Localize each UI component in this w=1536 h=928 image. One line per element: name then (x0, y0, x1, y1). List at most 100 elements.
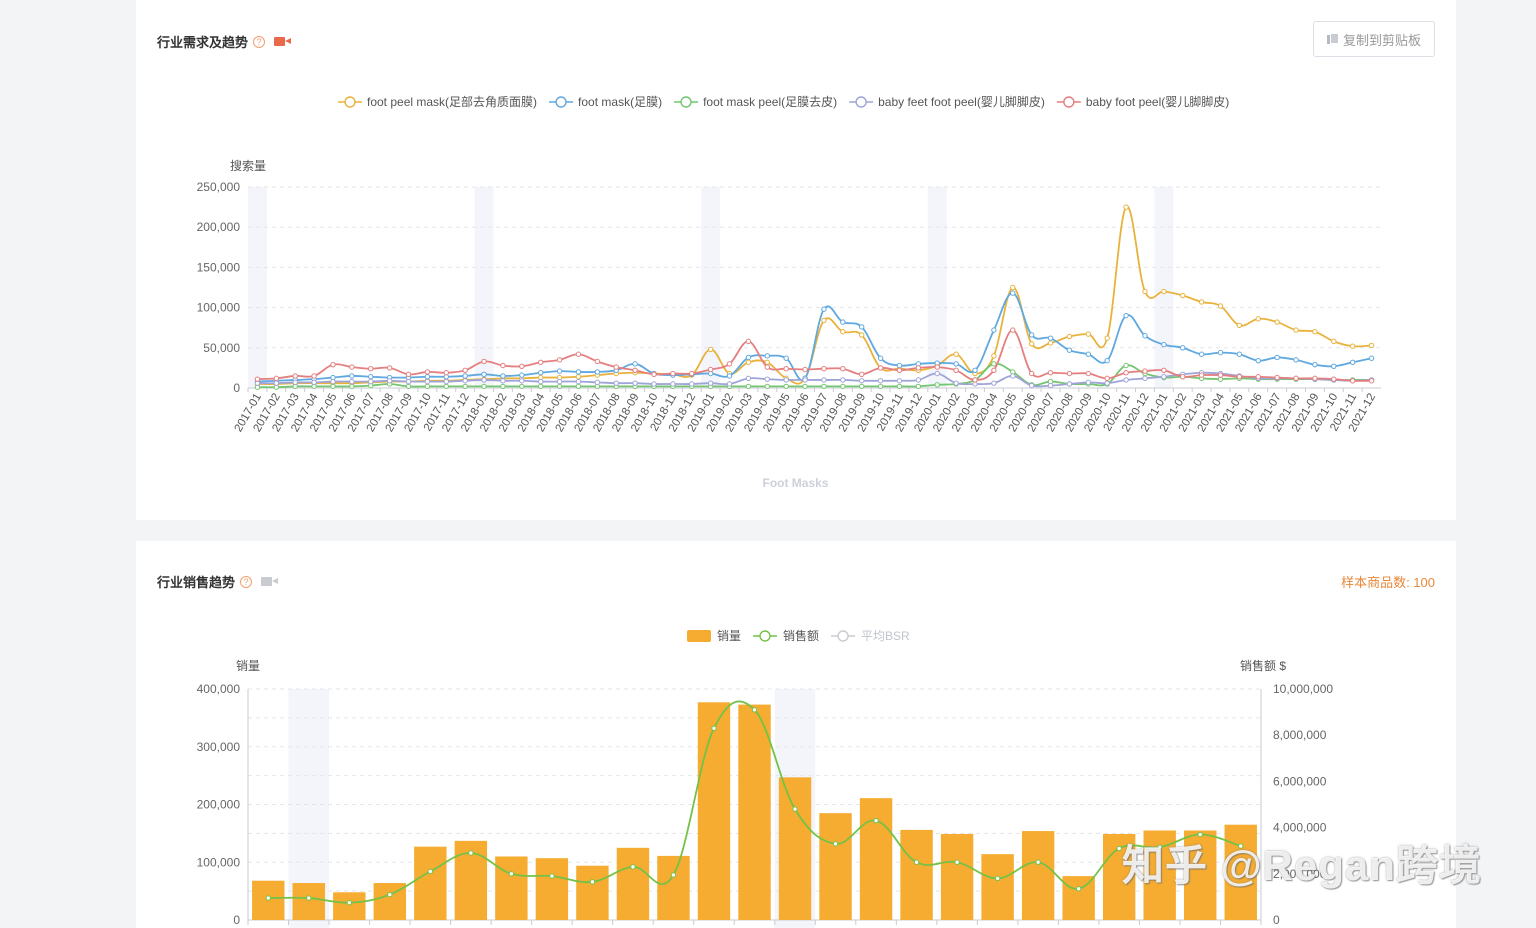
data-point (1066, 347, 1073, 353)
data-point (745, 375, 752, 382)
y2-axis-title: 销售额 $ (1240, 658, 1286, 673)
data-point (972, 377, 978, 383)
data-point (330, 378, 336, 385)
data-point (689, 381, 695, 387)
y-tick-label: 300,000 (197, 740, 241, 754)
data-point (991, 327, 997, 333)
legend-label: baby feet foot peel(婴儿脚脚皮) (878, 94, 1045, 109)
data-point (549, 873, 555, 879)
data-point (500, 362, 506, 369)
data-point (1312, 329, 1318, 335)
data-point (1010, 284, 1016, 291)
copy-icon (1326, 33, 1339, 45)
series-line (257, 205, 1372, 385)
legend-swatch-marker (680, 96, 692, 108)
data-point (594, 358, 601, 365)
data-point (311, 379, 317, 386)
data-point (896, 378, 903, 384)
trend-title: 行业需求及趋势 ? (157, 32, 292, 51)
bar (414, 846, 447, 920)
data-point (832, 841, 839, 847)
data-point (1142, 288, 1148, 295)
data-point (575, 369, 582, 375)
data-point (915, 365, 922, 371)
data-point (783, 377, 789, 383)
data-point (859, 383, 865, 390)
bar (1021, 831, 1055, 920)
data-point (1236, 374, 1243, 380)
legend-label: foot mask peel(足膜去皮) (703, 95, 837, 109)
data-point (1180, 374, 1186, 380)
data-point (1157, 844, 1163, 850)
data-point (1104, 375, 1110, 382)
data-point (802, 383, 808, 390)
data-point (481, 358, 487, 365)
data-point (859, 378, 865, 384)
legend: 销量 销售额 平均BSR (687, 628, 910, 643)
data-point (254, 376, 261, 382)
data-point (1236, 322, 1243, 328)
bar (1224, 824, 1257, 920)
y-tick-label: 100,000 (197, 301, 241, 315)
data-point (443, 383, 449, 390)
data-point (764, 376, 770, 382)
help-icon[interactable]: ? (253, 35, 266, 48)
data-point (840, 366, 846, 372)
highlight-band (1154, 187, 1174, 388)
data-point (896, 367, 903, 374)
data-point (670, 370, 676, 377)
data-point (783, 355, 789, 361)
data-point (386, 365, 393, 371)
data-point (1349, 359, 1356, 365)
data-point (556, 357, 563, 363)
y-tick-label: 200,000 (197, 220, 241, 234)
y2-tick-label: 6,000,000 (1273, 774, 1327, 788)
data-point (840, 329, 846, 335)
data-point (424, 369, 431, 375)
data-point (1161, 374, 1167, 380)
data-point (1161, 367, 1167, 374)
data-point (913, 859, 920, 865)
data-point (632, 367, 638, 374)
data-point (330, 383, 336, 390)
data-point (273, 380, 280, 386)
data-point (556, 368, 563, 374)
data-point (462, 378, 468, 384)
data-point (1010, 327, 1016, 333)
data-point (915, 377, 922, 383)
data-point (1331, 363, 1337, 369)
highlight-band (248, 187, 267, 388)
data-point (1104, 335, 1110, 341)
data-point (1047, 382, 1054, 389)
video-icon[interactable] (261, 577, 279, 586)
data-point (1028, 341, 1035, 347)
bar (900, 829, 933, 920)
data-point (821, 317, 827, 324)
data-point (556, 383, 563, 390)
data-point (481, 383, 487, 390)
y2-tick-label: 10,000,000 (1273, 682, 1333, 696)
data-point (1312, 375, 1318, 382)
data-point (405, 383, 412, 390)
trend-card: 行业需求及趋势 ? 复制到剪贴板 0 50,000 100,000 150,000 20… (136, 0, 1456, 520)
data-point (670, 381, 676, 387)
data-point (1255, 374, 1261, 380)
copy-to-clipboard-button[interactable]: 复制到剪贴板 (1313, 21, 1435, 57)
legend-swatch-marker (344, 96, 356, 108)
y-axis-title: 搜索量 (230, 158, 266, 173)
data-point (802, 366, 808, 373)
data-point (1349, 343, 1356, 349)
data-point (873, 817, 879, 824)
data-point (953, 361, 959, 367)
data-point (821, 366, 827, 372)
video-icon[interactable] (274, 37, 292, 46)
legend-label: 销售额 (783, 628, 819, 643)
bar (1062, 876, 1095, 920)
data-point (368, 378, 374, 385)
data-point (1123, 204, 1129, 210)
data-point (1255, 357, 1261, 364)
data-point (1142, 368, 1148, 374)
help-icon[interactable]: ? (240, 575, 253, 588)
data-point (859, 324, 865, 330)
data-point (991, 380, 997, 386)
